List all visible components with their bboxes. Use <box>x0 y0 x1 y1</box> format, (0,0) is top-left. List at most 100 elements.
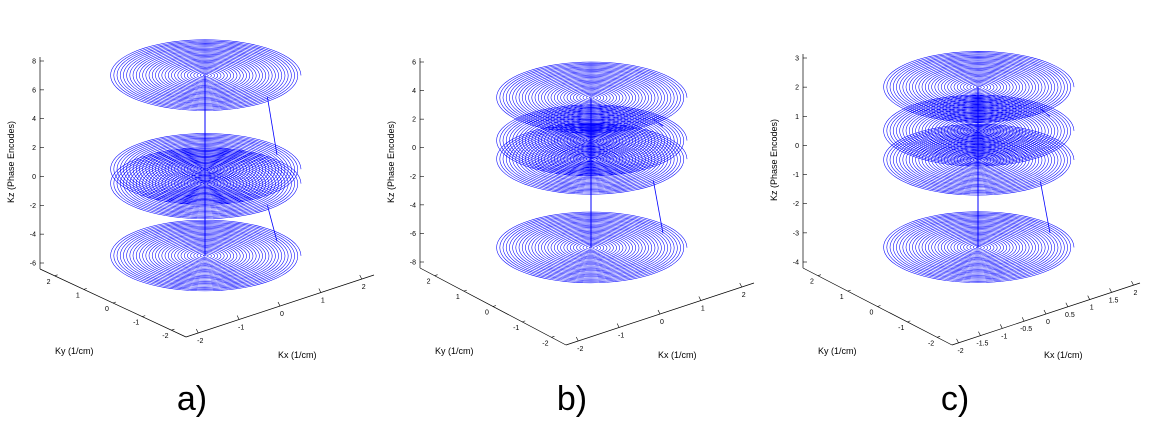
panel-label: b) <box>557 380 587 418</box>
spiral-layer-1 <box>496 104 688 176</box>
ky-tick-label: -2 <box>162 333 168 340</box>
spiral-layer-2 <box>496 123 688 195</box>
z-tick-label: 1 <box>795 114 799 121</box>
spiral-layer-0 <box>883 51 1075 123</box>
kx-tick-mark <box>1131 281 1134 286</box>
z-tick-label: 0 <box>795 143 799 150</box>
ky-tick-label: -1 <box>133 320 139 327</box>
ky-tick-label: 2 <box>810 279 814 286</box>
z-tick-label: -2 <box>30 203 36 210</box>
kx-tick-label: 1 <box>701 306 705 313</box>
zlabel: Kz (Phase Encodes) <box>386 121 396 203</box>
z-tick-label: 0 <box>412 145 416 152</box>
kx-tick-label: 2 <box>362 284 366 291</box>
kx-tick-mark <box>956 338 959 343</box>
ky-tick-mark <box>83 288 87 290</box>
layer-connector <box>653 118 664 127</box>
z-tick-label: -1 <box>793 172 799 179</box>
z-tick-label: -8 <box>410 260 416 267</box>
kx-tick-mark <box>616 323 620 328</box>
z-tick-label: 6 <box>412 60 416 67</box>
ky-tick-label: -2 <box>928 340 934 347</box>
kx-tick-label: -0.5 <box>1020 326 1032 333</box>
z-tick-label: 3 <box>795 56 799 63</box>
ky-tick-mark <box>142 315 146 317</box>
z-tick-label: 4 <box>32 116 36 123</box>
kx-tick-label: 0.5 <box>1065 312 1075 319</box>
zlabel: Kz (Phase Encodes) <box>769 119 779 201</box>
ky-tick-label: 1 <box>76 292 80 299</box>
ky-tick-mark <box>492 305 497 307</box>
layer-connector <box>1040 181 1051 234</box>
z-tick-label: 0 <box>32 174 36 181</box>
ky-tick-mark <box>522 320 526 323</box>
ky-tick-label: 0 <box>105 306 109 313</box>
z-tick-label: 2 <box>412 117 416 124</box>
ylabel: Ky (1/cm) <box>435 346 474 356</box>
ylabel: Ky (1/cm) <box>55 346 94 356</box>
kx-tick-label: 2 <box>1133 290 1137 297</box>
tick-labels: -8 -6 -4 -2 0 2 4 6 2 1 0 -1 -2 -2 -1 0 1 2 <box>410 60 746 353</box>
ky-tick-mark <box>907 320 911 323</box>
ky-tick-mark <box>551 336 555 338</box>
z-tick-label: 2 <box>795 85 799 92</box>
kx-tick-label: 0 <box>1046 319 1050 326</box>
kx-tick-mark <box>978 331 981 336</box>
z-tick-label: 2 <box>32 145 36 152</box>
ky-tick-mark <box>463 289 467 292</box>
kx-tick-label: -1 <box>238 324 244 331</box>
ky-tick-label: 1 <box>840 294 844 301</box>
z-tick-label: -6 <box>410 231 416 238</box>
z-tick-label: 4 <box>412 88 416 95</box>
ky-tick-label: -2 <box>542 340 548 347</box>
tick-labels: -6 -4 -2 0 2 4 6 8 2 1 0 -1 -2 -2 -1 0 1 2 <box>30 59 366 345</box>
kx-tick-mark <box>277 301 281 307</box>
spiral-layer-0 <box>110 39 302 111</box>
kx-tick-mark <box>236 315 240 320</box>
kx-tick-mark <box>1087 295 1090 300</box>
spiral-layer-0 <box>496 61 688 134</box>
spiral-layer-3 <box>883 211 1075 283</box>
ylabel: Ky (1/cm) <box>818 346 857 356</box>
spiral-layer-2 <box>883 124 1075 196</box>
axes-frame <box>802 54 1141 346</box>
ky-tick-label: 2 <box>47 279 51 286</box>
ky-tick-label: 2 <box>427 279 431 286</box>
ky-tick-mark <box>112 301 117 304</box>
z-tick-label: 8 <box>32 59 36 66</box>
ky-tick-label: -1 <box>513 325 519 332</box>
ky-tick-mark <box>817 274 821 276</box>
z-tick-label: -6 <box>30 261 36 268</box>
kx-tick-label: 0 <box>660 319 664 326</box>
ky-tick-mark <box>171 328 175 331</box>
kx-tick-mark <box>1109 288 1112 293</box>
ky-tick-mark <box>54 274 58 277</box>
z-tick-label: -2 <box>410 174 416 181</box>
spiral-layer-1 <box>110 133 302 205</box>
xlabel: Kx (1/cm) <box>658 350 697 360</box>
spiral-layers <box>883 51 1075 283</box>
kx-tick-label: -2 <box>957 348 963 355</box>
kx-tick-label: -2 <box>197 338 203 345</box>
kx-tick-label: -1 <box>1001 333 1007 340</box>
spiral-layers <box>496 61 688 284</box>
kx-tick-mark <box>698 296 702 301</box>
spiral-layer-3 <box>110 219 302 292</box>
kx-tick-label: 1 <box>1090 305 1094 312</box>
spiral-layers <box>110 39 302 292</box>
kx-tick-label: -2 <box>577 346 583 353</box>
z-tick-label: -4 <box>410 202 416 209</box>
z-tick-label: -3 <box>793 230 799 237</box>
ky-tick-label: 0 <box>485 310 489 317</box>
ky-tick-mark <box>937 336 941 338</box>
kx-tick-mark <box>1043 309 1047 315</box>
kx-tick-mark <box>1000 324 1003 329</box>
z-tick-label: 6 <box>32 87 36 94</box>
kx-tick-mark <box>318 288 322 293</box>
spiral-layer-2 <box>110 147 302 220</box>
kx-tick-label: -1 <box>618 332 624 339</box>
panel-a: -6 -4 -2 0 2 4 6 8 2 1 0 -1 -2 -2 -1 0 1 2 Kz (Phase Enco… <box>6 39 375 418</box>
kx-tick-mark <box>739 282 743 288</box>
panel-b: -8 -6 -4 -2 0 2 4 6 2 1 0 -1 -2 -2 -1 0 1 2 Kz (Phase Enc… <box>386 58 755 418</box>
